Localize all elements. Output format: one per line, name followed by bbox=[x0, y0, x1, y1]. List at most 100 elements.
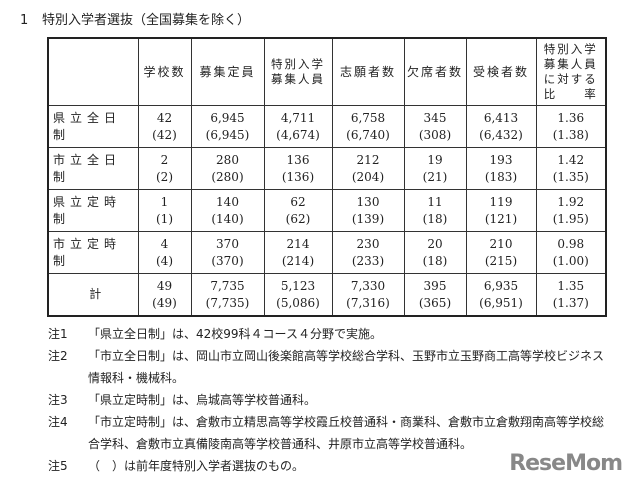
note-key: 注4 bbox=[48, 415, 68, 429]
previous-year-value: (49) bbox=[152, 295, 177, 310]
row-label: 県立定時制 bbox=[47, 189, 139, 232]
table-cell: 62 (62) bbox=[263, 189, 333, 232]
previous-year-value: (1.37) bbox=[552, 295, 589, 310]
current-value: 210 bbox=[489, 236, 513, 251]
note-key: 注5 bbox=[48, 459, 68, 473]
current-value: 119 bbox=[489, 194, 513, 209]
previous-year-value: (6,951) bbox=[479, 295, 523, 310]
table-cell: 2 (2) bbox=[137, 147, 192, 190]
current-value: 214 bbox=[286, 236, 310, 251]
note-text: 「市立定時制」は、倉敷市立精思高等学校霞丘校普通科・商業科、倉敷市立倉敷翔南高等… bbox=[88, 415, 605, 451]
current-value: 19 bbox=[427, 152, 443, 167]
table-cell: 42 (42) bbox=[137, 105, 192, 148]
previous-year-value: (204) bbox=[351, 169, 385, 184]
note-item: 注3 「県立定時制」は、烏城高等学校普通科。 bbox=[48, 389, 608, 411]
current-value: 62 bbox=[290, 194, 306, 209]
resemom-logo: ReseMom bbox=[509, 451, 623, 476]
table-cell: 136 (136) bbox=[263, 147, 333, 190]
previous-year-value: (136) bbox=[281, 169, 315, 184]
current-value: 11 bbox=[427, 194, 443, 209]
header-line: 学校数 bbox=[143, 64, 186, 79]
previous-year-value: (233) bbox=[351, 253, 385, 268]
table-cell: 140 (140) bbox=[190, 189, 265, 232]
column-header: 特別入学 募集人員 に対する比 率 bbox=[535, 37, 607, 106]
column-header: 志願者数 bbox=[331, 37, 405, 106]
header-line: 特別入学 bbox=[543, 42, 598, 56]
table-cell: 345 (308) bbox=[403, 105, 467, 148]
table-cell: 212 (204) bbox=[331, 147, 405, 190]
current-value: 1.42 bbox=[557, 152, 585, 167]
table-cell: 6,935 (6,951) bbox=[465, 273, 537, 317]
header-line: に対する bbox=[543, 72, 598, 86]
header-line: 受検者数 bbox=[472, 64, 529, 79]
table-cell: 119 (121) bbox=[465, 189, 537, 232]
current-value: 1.36 bbox=[557, 110, 585, 125]
note-item: 注2 「市立全日制」は、岡山市立岡山後楽館高等学校総合学科、玉野市立玉野商工高等学… bbox=[48, 345, 608, 389]
row-label: 県立全日制 bbox=[47, 105, 139, 148]
table-cell: 214 (214) bbox=[263, 231, 333, 274]
table-cell: 49 (49) bbox=[137, 273, 192, 317]
table-cell: 11 (18) bbox=[403, 189, 467, 232]
header-line: 比 率 bbox=[543, 87, 598, 101]
current-value: 6,413 bbox=[483, 110, 519, 125]
previous-year-value: (139) bbox=[351, 211, 385, 226]
table-cell: 1.92 (1.95) bbox=[535, 189, 607, 232]
previous-year-value: (4,674) bbox=[276, 127, 320, 142]
previous-year-value: (140) bbox=[211, 211, 244, 226]
table-cell: 1 (1) bbox=[137, 189, 192, 232]
previous-year-value: (42) bbox=[152, 127, 177, 142]
previous-year-value: (7,316) bbox=[346, 295, 390, 310]
previous-year-value: (5,086) bbox=[276, 295, 320, 310]
table-cell: 7,735 (7,735) bbox=[190, 273, 265, 317]
header-line: 特別入学 bbox=[271, 57, 325, 71]
table-row: 県立定時制 1 (1) 140 (140) 62 (62) 130 (139) 11 (18) 119… bbox=[47, 189, 607, 232]
current-value: 140 bbox=[216, 194, 239, 209]
row-label: 計 bbox=[47, 273, 139, 317]
table-row: 計 49 (49) 7,735 (7,735) 5,123 (5,086) 7,330 (7,3… bbox=[47, 273, 607, 317]
table-cell: 230 (233) bbox=[331, 231, 405, 274]
previous-year-value: (308) bbox=[418, 127, 452, 142]
table-cell: 19 (21) bbox=[403, 147, 467, 190]
column-header: 欠席者数 bbox=[403, 37, 467, 106]
table-cell: 370 (370) bbox=[190, 231, 265, 274]
current-value: 5,123 bbox=[280, 278, 316, 293]
current-value: 193 bbox=[489, 152, 513, 167]
table-cell: 7,330 (7,316) bbox=[331, 273, 405, 317]
previous-year-value: (4) bbox=[156, 253, 173, 268]
previous-year-value: (2) bbox=[156, 169, 173, 184]
previous-year-value: (1) bbox=[156, 211, 173, 226]
table-cell: 0.98 (1.00) bbox=[535, 231, 607, 274]
current-value: 345 bbox=[423, 110, 447, 125]
current-value: 20 bbox=[427, 236, 443, 251]
previous-year-value: (1.95) bbox=[552, 211, 589, 226]
table-cell: 280 (280) bbox=[190, 147, 265, 190]
note-text: 「県立全日制」は、42校99科４コース４分野で実施。 bbox=[88, 327, 382, 341]
header-line: 志願者数 bbox=[339, 64, 396, 79]
current-value: 395 bbox=[423, 278, 447, 293]
note-key: 注1 bbox=[48, 327, 68, 341]
current-value: 49 bbox=[156, 278, 173, 293]
current-value: 6,758 bbox=[350, 110, 386, 125]
previous-year-value: (215) bbox=[484, 253, 518, 268]
current-value: 1.35 bbox=[557, 278, 585, 293]
table-row: 県立全日制 42 (42) 6,945 (6,945) 4,711 (4,674) 6,758… bbox=[47, 105, 607, 148]
previous-year-value: (370) bbox=[211, 253, 244, 268]
table-cell: 20 (18) bbox=[403, 231, 467, 274]
current-value: 4,711 bbox=[280, 110, 316, 125]
previous-year-value: (121) bbox=[484, 211, 518, 226]
current-value: 280 bbox=[216, 152, 239, 167]
table-cell: 4,711 (4,674) bbox=[263, 105, 333, 148]
column-header: 受検者数 bbox=[465, 37, 537, 106]
current-value: 1.92 bbox=[557, 194, 585, 209]
table-cell: 5,123 (5,086) bbox=[263, 273, 333, 317]
previous-year-value: (280) bbox=[211, 169, 244, 184]
current-value: 42 bbox=[156, 110, 173, 125]
note-text: 「市立全日制」は、岡山市立岡山後楽館高等学校総合学科、玉野市立玉野商工高等学校ビ… bbox=[88, 349, 605, 385]
previous-year-value: (18) bbox=[422, 211, 448, 226]
current-value: 1 bbox=[160, 194, 169, 209]
current-value: 7,330 bbox=[350, 278, 386, 293]
note-item: 注1 「県立全日制」は、42校99科４コース４分野で実施。 bbox=[48, 323, 608, 345]
current-value: 7,735 bbox=[210, 278, 245, 293]
current-value: 136 bbox=[286, 152, 310, 167]
table-cell: 130 (139) bbox=[331, 189, 405, 232]
